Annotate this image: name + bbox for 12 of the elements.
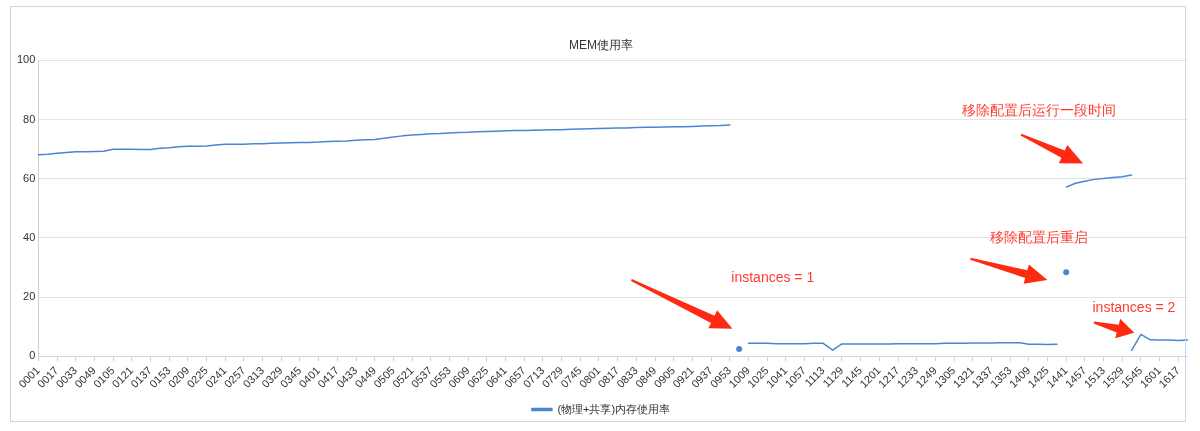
annotation: instances = 2 xyxy=(1092,299,1176,316)
annotation: 移除配置后运行一段时间 xyxy=(962,102,1117,119)
y-tick-label: 20 xyxy=(23,290,36,303)
y-tick-label: 0 xyxy=(29,349,36,362)
y-tick-label: 60 xyxy=(23,171,36,184)
y-tick-label: 80 xyxy=(23,112,36,125)
annotation: instances = 1 xyxy=(731,268,815,285)
annotation: 移除配置后重启 xyxy=(990,228,1089,245)
chart-title: MEM使用率 xyxy=(569,37,633,52)
y-tick-label: 40 xyxy=(23,231,36,244)
legend-label: (物理+共享)内存使用率 xyxy=(557,402,671,415)
y-tick-label: 100 xyxy=(16,53,36,66)
